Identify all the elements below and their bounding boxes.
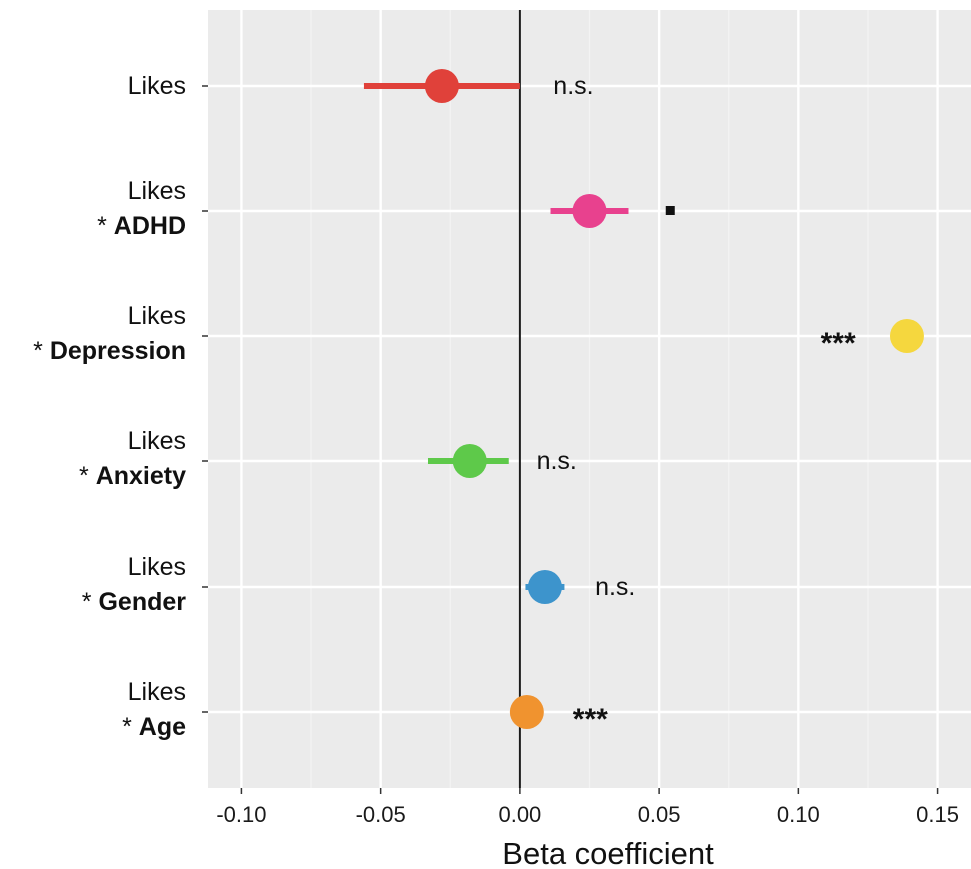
row-label-prefix: * xyxy=(122,713,139,741)
significance-label: n.s. xyxy=(553,72,593,100)
row-label-term: Anxiety xyxy=(96,462,186,490)
minor-gridlines xyxy=(310,10,869,788)
row-label-line2: * Anxiety xyxy=(79,462,186,490)
row-label-term: Age xyxy=(139,713,186,741)
row-label-prefix: * xyxy=(33,337,50,365)
row-label-line1: Likes xyxy=(128,72,186,100)
x-axis: -0.10 -0.05 0.00 0.05 0.10 0.15 xyxy=(216,788,959,827)
x-tick-label: 0.15 xyxy=(916,802,959,827)
row-label-line2: * Depression xyxy=(33,337,186,365)
row-label-line2: * Age xyxy=(122,713,186,741)
row-label-line1: Likes xyxy=(128,678,186,706)
significance-label: n.s. xyxy=(595,573,635,601)
row-label-term: ADHD xyxy=(114,212,186,240)
significance-label: *** xyxy=(573,703,608,736)
significance-label: n.s. xyxy=(537,447,577,475)
coefficient-marks: n.s. *** n.s. n.s. *** xyxy=(363,69,924,736)
x-axis-title: Beta coefficient xyxy=(502,836,714,869)
significance-label: *** xyxy=(821,327,856,360)
row-label-term: Depression xyxy=(50,337,186,365)
row-label-line1: Likes xyxy=(128,553,186,581)
row-label-prefix: * xyxy=(82,588,99,616)
estimate-point xyxy=(509,695,544,729)
row-label-line2: * ADHD xyxy=(97,212,186,240)
y-axis: Likes Likes * ADHD Likes * Depression Likes * … xyxy=(33,72,208,741)
significance-marker xyxy=(665,206,675,215)
estimate-point xyxy=(889,319,924,353)
row-label-prefix: * xyxy=(97,212,114,240)
row-label-line1: Likes xyxy=(128,177,186,205)
estimate-point xyxy=(527,570,562,604)
estimate-point xyxy=(572,194,607,228)
x-tick-label: 0.10 xyxy=(777,802,820,827)
x-tick-label: 0.00 xyxy=(498,802,541,827)
x-tick-label: -0.05 xyxy=(356,802,406,827)
row-label-prefix: * xyxy=(79,462,96,490)
x-tick-label: -0.10 xyxy=(216,802,266,827)
row-label-term: Gender xyxy=(98,588,186,616)
estimate-point xyxy=(424,69,459,103)
row-label-line2: * Gender xyxy=(82,588,186,616)
row-label-line1: Likes xyxy=(128,427,186,455)
estimate-point xyxy=(452,444,487,478)
row-label-line1: Likes xyxy=(128,302,186,330)
x-tick-label: 0.05 xyxy=(638,802,681,827)
